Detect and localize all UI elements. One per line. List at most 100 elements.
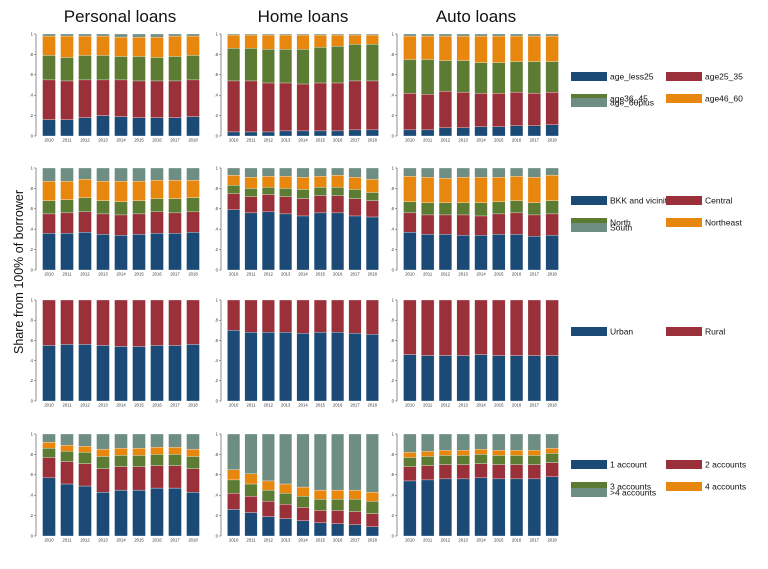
bar-segment-rural-2010 [403,299,417,355]
bar-segment-south-2011 [421,167,435,178]
bar-segment-age46-60-2010 [403,35,417,60]
bar-segment-age-less25-2018 [365,129,379,137]
x-tick-label-2012: 2012 [264,138,274,143]
bar-segment-urban-2018 [186,344,200,402]
bar-segment-3-accounts-2014 [296,496,310,508]
bar-segment-age36-45-2018 [186,55,200,81]
bar-segment-bkk-and-vicinities-2017 [168,233,182,271]
x-tick-label-2016: 2016 [152,272,162,277]
y-tick-label: .2 [30,513,34,518]
bar-segment-age-60plus-2016 [510,33,524,37]
bar-segment-bkk-and-vicinities-2018 [365,216,379,271]
bar-segment-south-2011 [60,167,74,182]
bar-segment-1-account-2014 [474,477,488,537]
bar-segment-gt4-accounts-2016 [150,433,164,448]
bar-segment-northeast-2015 [492,177,506,202]
bar-segment-bkk-and-vicinities-2016 [150,233,164,271]
bar-segment-age36-45-2017 [527,61,541,94]
bar-segment-gt4-accounts-2012 [438,433,452,451]
bar-segment-age-less25-2010 [403,129,417,137]
bar-segment-age-less25-2017 [168,117,182,137]
x-tick-label-2015: 2015 [494,272,504,277]
bar-segment-age46-60-2015 [313,34,327,48]
x-tick-label-2018: 2018 [547,138,557,143]
bar-segment-age-60plus-2013 [279,33,293,36]
legend-swatch-northeast [666,218,702,227]
bar-segment-age-60plus-2012 [261,33,275,36]
panel-area-auto-loans: 0 .2 .4 .6 .8 1 2010 2011 2012 2013 2014 2015 2016 20… [391,297,559,408]
legend-label-2-accounts: 2 accounts [705,460,746,470]
bar-segment-rural-2018 [186,299,200,345]
y-axis-label: Share from 100% of borrower [12,190,26,354]
bar-segment-2-accounts-2017 [527,464,541,480]
x-tick-label-2015: 2015 [134,138,144,143]
bar-segment-bkk-and-vicinities-2012 [78,232,92,271]
bar-segment-northeast-2014 [474,177,488,203]
y-tick-label: 1 [216,297,219,302]
bar-segment-4-accounts-2015 [132,448,146,456]
bar-segment-3-accounts-2016 [510,455,524,465]
x-tick-label-2018: 2018 [188,272,198,277]
bar-segment-bkk-and-vicinities-2013 [96,234,110,271]
panel-region-auto-loans: 0 .2 .4 .6 .8 1 2010 2011 2012 2013 2014 2015 2016 20… [391,165,559,277]
y-tick-label: 1 [216,431,219,436]
legend-accounts: 1 account 2 accounts 3 accounts 4 accounts >… [571,460,746,498]
bar-segment-age36-45-2012 [438,60,452,92]
bar-segment-central-2010 [403,212,417,233]
bar-segment-gt4-accounts-2014 [296,433,310,488]
legends-layer: age_less25 age25_35 age36_45 age46_60 age_60… [571,72,746,498]
x-tick-label-2010: 2010 [229,403,239,408]
legend-swatch-rural [666,327,702,336]
y-tick-label: .6 [30,206,34,211]
y-tick-label: .2 [215,247,219,252]
x-tick-label-2014: 2014 [476,538,486,543]
bar-segment-age-60plus-2011 [244,33,258,36]
bar-segment-3-accounts-2012 [261,489,275,502]
y-tick-label: .8 [30,186,34,191]
x-tick-label-2013: 2013 [281,272,291,277]
bar-segment-urban-2010 [42,345,56,402]
x-tick-label-2013: 2013 [281,403,291,408]
bar-segment-age36-45-2016 [510,61,524,93]
bar-segment-north-2013 [96,200,110,215]
x-tick-label-2016: 2016 [512,138,522,143]
bar-segment-age36-45-2011 [60,57,74,82]
y-tick-label: 0 [392,267,395,272]
bar-segment-urban-2016 [331,332,345,402]
bar-segment-age25-35-2018 [186,79,200,117]
x-tick-label-2017: 2017 [530,538,540,543]
bar-segment-2-accounts-2011 [421,465,435,481]
bar-segment-central-2012 [261,194,275,213]
bar-segment-northeast-2012 [438,178,452,203]
bar-segment-rural-2017 [527,299,541,356]
y-tick-label: 1 [392,31,395,36]
bar-segment-gt4-accounts-2013 [96,433,110,450]
x-tick-label-2018: 2018 [368,138,378,143]
bar-segment-south-2017 [168,167,182,181]
y-tick-label: 1 [31,31,34,36]
bar-segment-age-60plus-2012 [438,33,452,37]
bar-segment-central-2018 [186,211,200,233]
bar-segment-4-accounts-2012 [261,480,275,491]
y-tick-label: .4 [215,493,219,498]
bar-segment-age46-60-2018 [545,35,559,62]
panel-age-auto-loans: 0 .2 .4 .6 .8 1 2010 2011 2012 2013 2014 2015 2016 20… [391,31,559,143]
bar-segment-age25-35-2011 [60,80,74,120]
bar-segment-3-accounts-2011 [421,456,435,466]
bar-segment-south-2016 [150,167,164,181]
bar-segment-gt4-accounts-2018 [186,433,200,450]
bar-segment-4-accounts-2011 [60,445,74,452]
bar-segment-north-2011 [60,199,74,214]
x-tick-label-2011: 2011 [246,272,256,277]
bar-segment-south-2010 [42,167,56,182]
bar-segment-age-less25-2013 [279,130,293,137]
x-tick-label-2017: 2017 [170,138,180,143]
bar-segment-rural-2015 [313,299,327,333]
bar-segment-rural-2013 [279,299,293,333]
bar-segment-rural-2012 [261,299,275,333]
y-tick-label: .2 [30,378,34,383]
bar-segment-4-accounts-2014 [296,486,310,497]
bar-segment-north-2018 [545,200,559,215]
bar-segment-rural-2010 [42,299,56,346]
bar-segment-northeast-2010 [227,174,241,186]
